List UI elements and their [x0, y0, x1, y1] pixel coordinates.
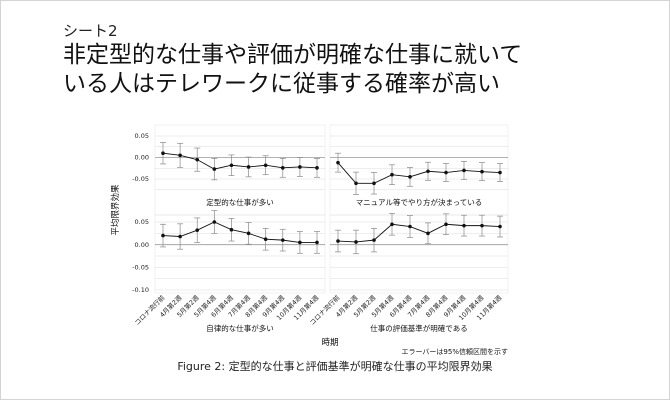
figure-caption: Figure 2: 定型的な仕事と評価基準が明確な仕事の平均限界効果	[177, 359, 492, 373]
data-point	[372, 181, 376, 186]
data-point	[426, 231, 430, 236]
series-line-2	[162, 221, 317, 243]
data-point	[280, 166, 285, 170]
data-point	[161, 151, 165, 155]
data-point	[498, 224, 502, 229]
data-point	[195, 157, 200, 162]
data-point	[480, 223, 484, 228]
y-tick-label: -0.05	[132, 264, 149, 272]
data-point	[212, 220, 217, 224]
panel-3-frame	[329, 214, 509, 294]
data-point	[408, 175, 412, 179]
data-point	[354, 181, 358, 186]
y-tick-label: 0.05	[135, 132, 149, 140]
panel-0-title: 定型的な仕事が多い	[206, 197, 274, 207]
data-point	[178, 153, 182, 158]
headline-line-2: いる人はテレワークに従事する確率が高い	[63, 71, 500, 97]
data-point	[263, 237, 268, 242]
data-point	[315, 240, 319, 245]
data-point	[178, 234, 182, 239]
data-point	[161, 233, 165, 238]
panel-2-title: 自律的な仕事が多い	[206, 323, 274, 333]
data-point	[372, 238, 376, 242]
series-line-0	[162, 152, 318, 170]
data-point	[263, 163, 268, 168]
data-point	[212, 167, 217, 171]
sheet-label: シート2	[63, 22, 118, 40]
series-line-3	[337, 223, 501, 243]
data-point	[280, 238, 285, 242]
data-point	[336, 239, 340, 243]
data-point	[246, 231, 251, 236]
x-axis-title: 時期	[321, 338, 338, 348]
series-line-1	[337, 162, 501, 184]
panel-2-frame	[154, 214, 326, 294]
data-point	[444, 170, 448, 175]
y-tick-label: 0.05	[135, 218, 149, 226]
data-point	[426, 169, 430, 174]
data-point	[462, 168, 466, 173]
headline-line-1: 非定型的な仕事や評価が明確な仕事に就いて	[63, 42, 523, 68]
data-point	[229, 163, 234, 168]
error-bar-note: エラーバーは95%信頼区間を示す	[402, 347, 509, 356]
data-point	[229, 227, 234, 232]
data-point	[390, 222, 394, 227]
data-point	[298, 165, 302, 169]
data-point	[354, 240, 358, 244]
data-point	[336, 160, 340, 165]
data-point	[315, 166, 319, 170]
data-point	[195, 228, 200, 232]
y-tick-label: -0.10	[132, 286, 149, 294]
data-point	[498, 170, 502, 175]
data-point	[462, 223, 466, 228]
data-point	[408, 224, 412, 229]
data-point	[298, 240, 302, 245]
y-axis-title: 平均限界効果	[110, 184, 121, 236]
y-tick-label: -0.05	[132, 175, 149, 183]
data-point	[390, 172, 394, 177]
data-point	[480, 169, 484, 174]
data-point	[444, 222, 448, 227]
panel-3-title: 仕事の評価基準が明確である	[370, 323, 467, 333]
data-point	[246, 165, 251, 169]
y-tick-label: 0.00	[135, 154, 149, 162]
y-tick-label: 0.00	[135, 241, 149, 249]
headline: 非定型的な仕事や評価が明確な仕事に就いて いる人はテレワークに従事する確率が高い	[63, 41, 653, 99]
panel-1-title: マニュアル等でやり方が決まっている	[356, 197, 483, 207]
